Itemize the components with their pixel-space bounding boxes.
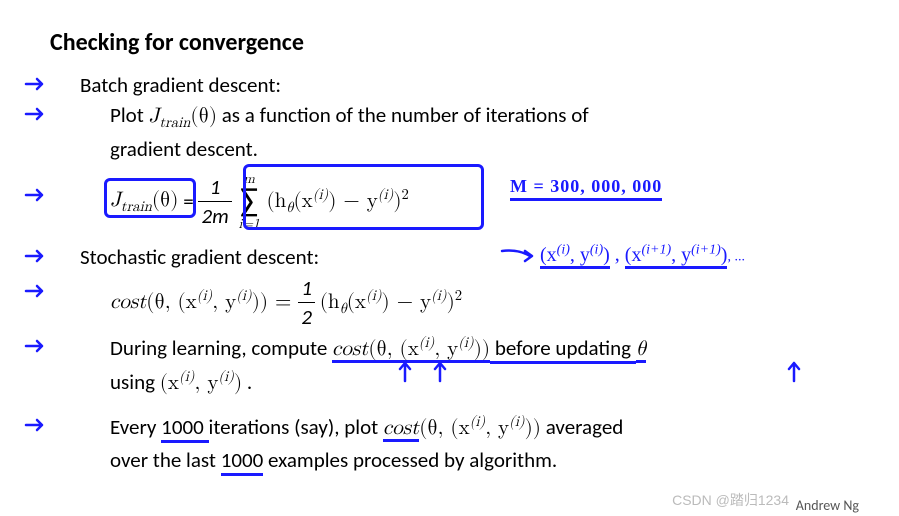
box-sum [243, 164, 484, 230]
batch-plot-line2: gradient descent. [50, 135, 859, 163]
watermark: CSDN @踏归1234 [672, 490, 789, 510]
arrow-icon [24, 418, 46, 432]
batch-heading: Batch gradient descent: [50, 71, 859, 99]
batch-plot-line: Plot Jtrain(θ) as a function of the numb… [50, 101, 859, 133]
arrow-icon [24, 284, 46, 298]
annotation-m: M = 300, 000, 000 [510, 174, 662, 201]
sgd-cost-eq: cost(θ, (x(i), y(i))) = 12 (hθ(x(i)) − y… [50, 274, 859, 332]
annotation-pairs: (x(i), y(i)) , (x(i+1), y(i+1)), ... [540, 241, 745, 269]
arrow-icon [24, 249, 46, 263]
sgd-every-line2: over the last 1000 examples processed by… [50, 446, 859, 474]
sgd-during-line2: using (x(i), y(i)) . [50, 367, 859, 398]
arrow-icon [24, 77, 46, 91]
arrow-icon [24, 339, 46, 353]
batch-equation: Jtrain(θ) = 12m m∑i=1 (hθ(x(i)) − y(i))2… [50, 170, 859, 234]
attribution: Andrew Ng [796, 497, 859, 514]
sgd-heading: Stochastic gradient descent: (x(i), y(i)… [50, 243, 859, 271]
slide-title: Checking for convergence [50, 28, 859, 57]
sgd-during-line: During learning, compute cost(θ, (x(i), … [50, 333, 859, 364]
sgd-every-line: Every 1000 iterations (say), plot cost(θ… [50, 412, 859, 443]
arrow-icon [24, 107, 46, 121]
arrow-icon [24, 188, 46, 202]
box-jtrain [104, 178, 196, 218]
